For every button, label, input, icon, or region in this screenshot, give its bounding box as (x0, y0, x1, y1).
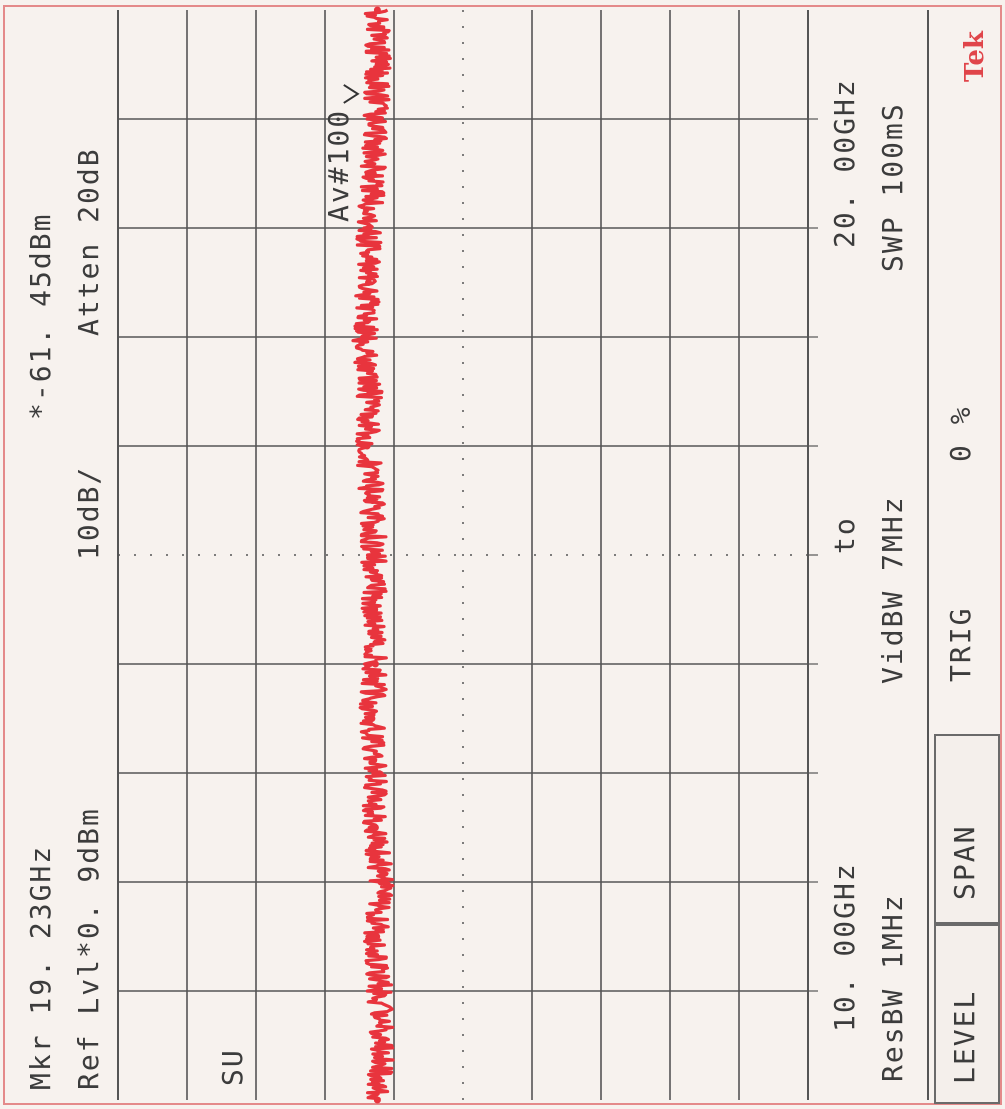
span-softkey-label: SPAN (948, 824, 981, 900)
status-su-readout: SU (216, 1048, 249, 1086)
trace-point (371, 769, 379, 777)
trace-point (371, 660, 379, 668)
trace-point (369, 170, 377, 177)
marker-frequency-readout: Mkr 19. 23GHz (24, 844, 57, 1090)
trace-point (378, 1042, 386, 1049)
trace-point (366, 388, 374, 395)
trace-point (376, 987, 383, 995)
trace-point (365, 279, 372, 286)
stop-frequency-readout: 20. 00GHz (828, 78, 861, 248)
trace-noise (351, 8, 395, 1102)
trace-point (368, 715, 376, 722)
trace-point (361, 333, 369, 341)
marker-level-readout: *-61. 45dBm (24, 212, 57, 420)
sweep-time-readout: SWP 100mS (876, 102, 909, 272)
averaging-readout: Av#100 (322, 108, 355, 222)
trace-point (365, 224, 373, 232)
attenuation-readout: Atten 20dB (72, 147, 105, 336)
marker-group (343, 84, 360, 104)
level-softkey-label: LEVEL (948, 989, 981, 1084)
trace-point (377, 878, 385, 886)
trace-point (372, 115, 380, 123)
reference-level-readout: Ref Lvl*0. 9dBm (72, 807, 105, 1090)
trace-point (373, 933, 381, 940)
resolution-bandwidth-readout: ResBW 1MHz (876, 893, 909, 1082)
vertical-scale-readout: 10dB/ (72, 465, 105, 560)
level-softkey[interactable]: LEVEL (934, 924, 1000, 1104)
trace-point (371, 824, 379, 831)
trace-point (374, 61, 382, 68)
video-bandwidth-readout: VidBW 7MHz (876, 495, 909, 684)
trigger-label: TRIG (944, 606, 977, 682)
start-frequency-readout: 10. 00GHz (828, 862, 861, 1032)
graticule (118, 10, 818, 1100)
marker-chevron (343, 84, 360, 104)
to-label: to (828, 516, 861, 554)
trigger-level-readout: 0 % (944, 405, 977, 462)
span-softkey[interactable]: SPAN (934, 734, 1000, 924)
trace-point (373, 6, 381, 14)
trace-group (351, 6, 395, 1104)
trace-point (371, 606, 379, 613)
trace-point (369, 497, 377, 504)
tek-logo: Tek (960, 31, 990, 82)
screen-border (3, 5, 1002, 1105)
trace-point (370, 551, 378, 559)
trace-point (363, 442, 371, 450)
trace-point (373, 1096, 381, 1104)
